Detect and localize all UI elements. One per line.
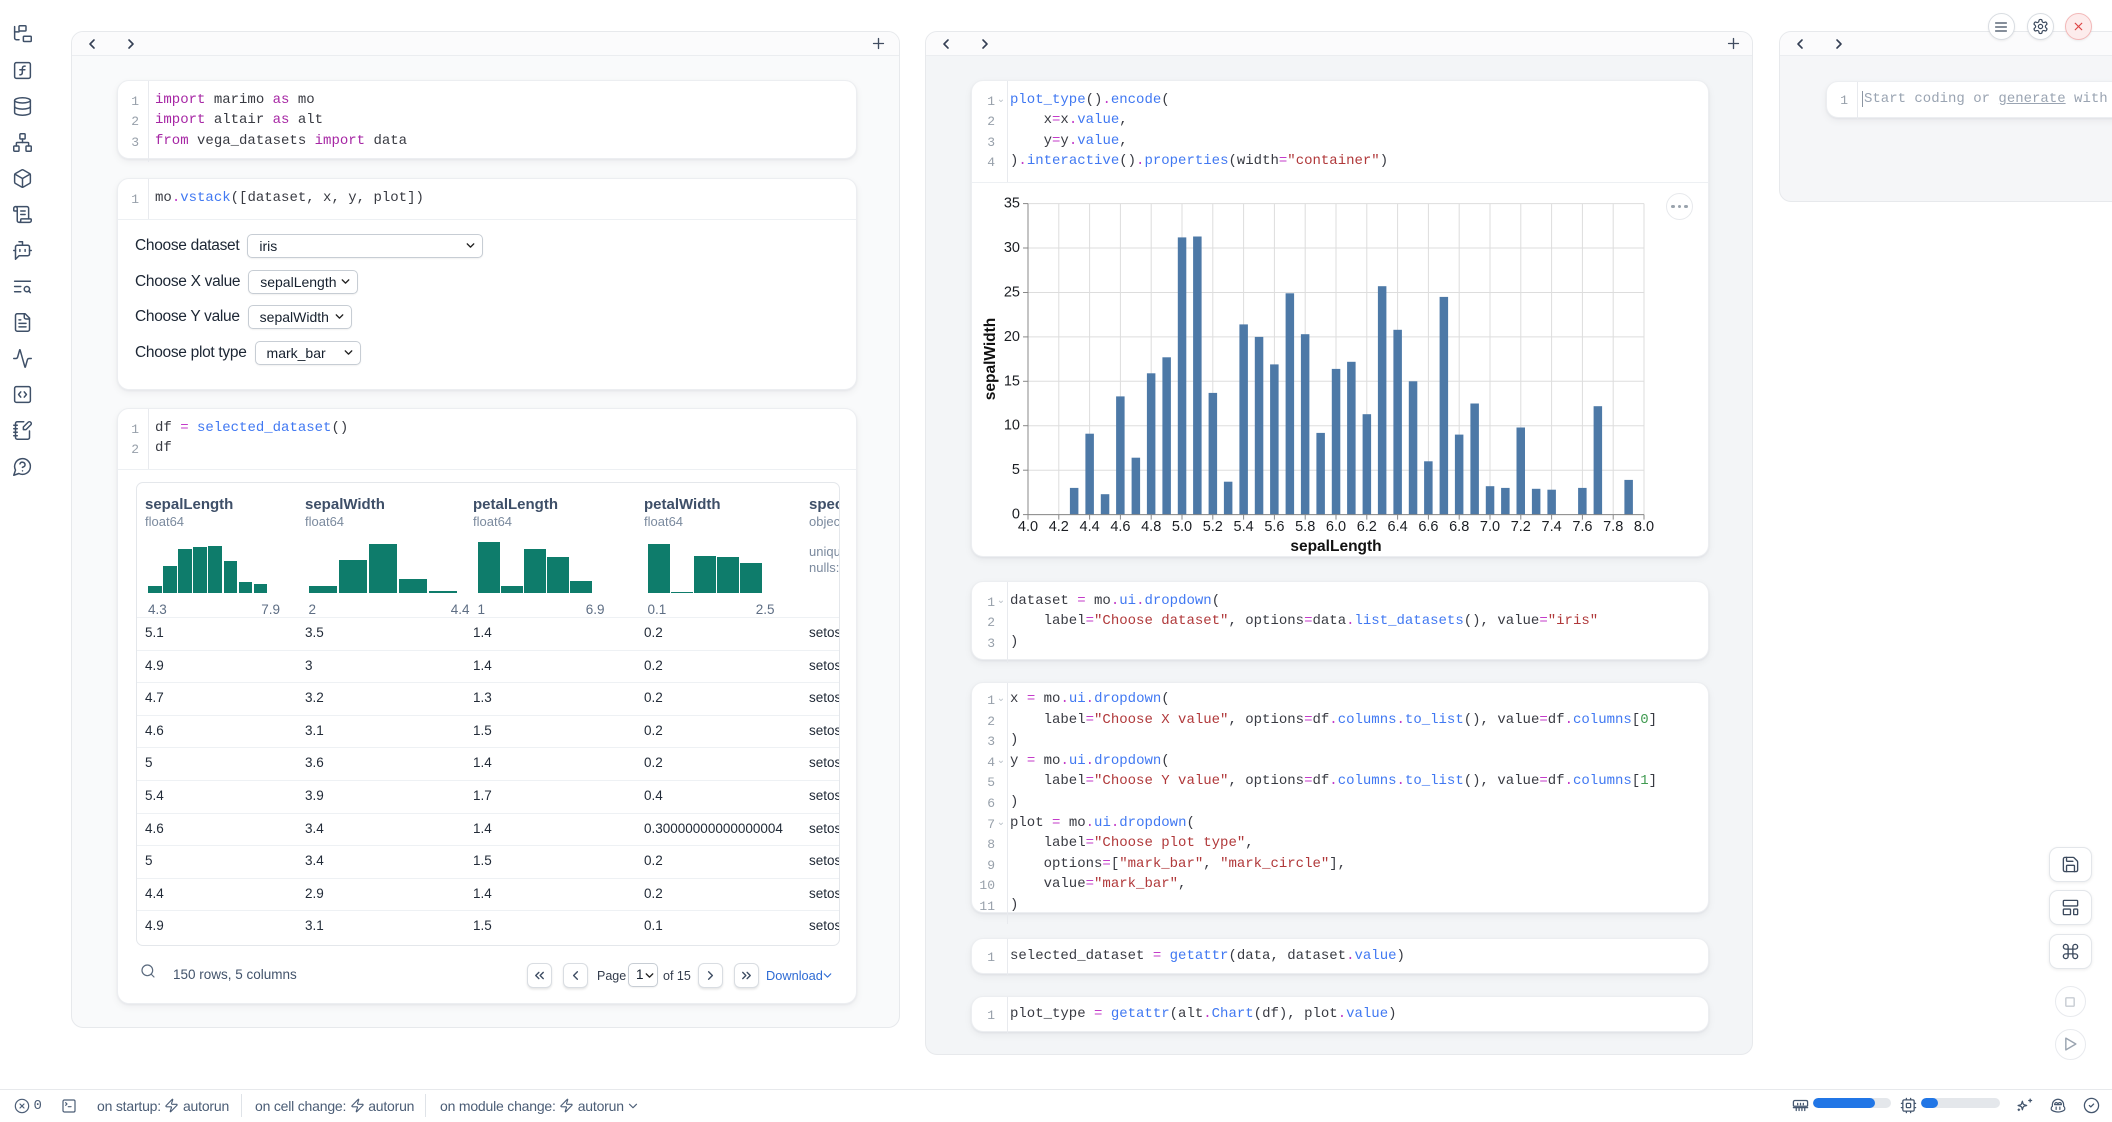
svg-text:4.0: 4.0 [1018,519,1038,535]
svg-text:5.6: 5.6 [1264,519,1284,535]
svg-text:7.0: 7.0 [1480,519,1500,535]
svg-text:4.6: 4.6 [1110,519,1130,535]
svg-text:6.6: 6.6 [1418,519,1438,535]
svg-text:4.8: 4.8 [1141,519,1161,535]
svg-text:7.2: 7.2 [1511,519,1531,535]
svg-text:20: 20 [1004,328,1020,344]
svg-text:30: 30 [1004,240,1020,256]
svg-text:25: 25 [1004,284,1020,300]
svg-text:7.4: 7.4 [1542,519,1562,535]
svg-text:15: 15 [1004,373,1020,389]
svg-text:sepalLength: sepalLength [1290,538,1381,555]
svg-text:sepalWidth: sepalWidth [982,317,999,400]
svg-text:6.2: 6.2 [1357,519,1377,535]
svg-text:5.4: 5.4 [1234,519,1254,535]
svg-text:6.4: 6.4 [1388,519,1408,535]
svg-text:7.6: 7.6 [1572,519,1592,535]
svg-text:8.0: 8.0 [1634,519,1654,535]
svg-text:5.2: 5.2 [1203,519,1223,535]
svg-text:6.8: 6.8 [1449,519,1469,535]
svg-text:5.0: 5.0 [1172,519,1192,535]
svg-text:4.4: 4.4 [1080,519,1100,535]
svg-text:4.2: 4.2 [1049,519,1069,535]
svg-text:5: 5 [1012,462,1020,478]
svg-text:10: 10 [1004,417,1020,433]
svg-text:0: 0 [1012,506,1020,522]
svg-text:7.8: 7.8 [1603,519,1623,535]
svg-text:5.8: 5.8 [1295,519,1315,535]
svg-text:35: 35 [1004,195,1020,211]
svg-text:6.0: 6.0 [1326,519,1346,535]
